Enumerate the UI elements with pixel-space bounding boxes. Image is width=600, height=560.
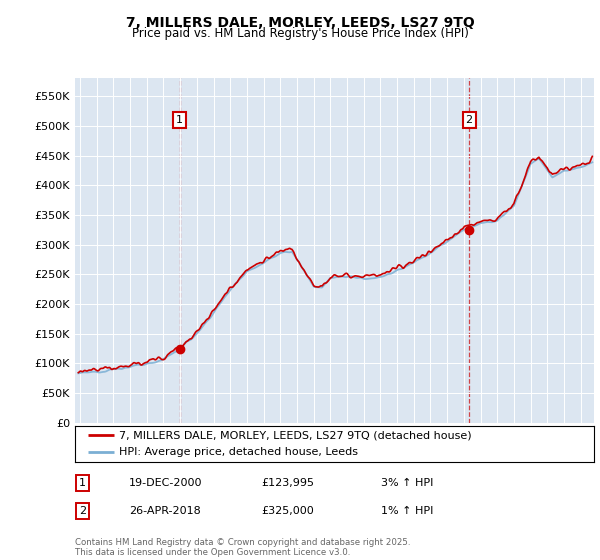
- Text: 1: 1: [176, 115, 183, 125]
- Text: £123,995: £123,995: [261, 478, 314, 488]
- Text: 7, MILLERS DALE, MORLEY, LEEDS, LS27 9TQ: 7, MILLERS DALE, MORLEY, LEEDS, LS27 9TQ: [125, 16, 475, 30]
- Text: £325,000: £325,000: [261, 506, 314, 516]
- Text: 7, MILLERS DALE, MORLEY, LEEDS, LS27 9TQ (detached house): 7, MILLERS DALE, MORLEY, LEEDS, LS27 9TQ…: [119, 431, 472, 440]
- Text: 2: 2: [79, 506, 86, 516]
- Text: 3% ↑ HPI: 3% ↑ HPI: [381, 478, 433, 488]
- Text: 2: 2: [466, 115, 473, 125]
- Text: Price paid vs. HM Land Registry's House Price Index (HPI): Price paid vs. HM Land Registry's House …: [131, 27, 469, 40]
- Text: Contains HM Land Registry data © Crown copyright and database right 2025.
This d: Contains HM Land Registry data © Crown c…: [75, 538, 410, 557]
- Text: 1% ↑ HPI: 1% ↑ HPI: [381, 506, 433, 516]
- Text: 26-APR-2018: 26-APR-2018: [129, 506, 201, 516]
- Text: 19-DEC-2000: 19-DEC-2000: [129, 478, 203, 488]
- Text: HPI: Average price, detached house, Leeds: HPI: Average price, detached house, Leed…: [119, 447, 358, 457]
- Text: 1: 1: [79, 478, 86, 488]
